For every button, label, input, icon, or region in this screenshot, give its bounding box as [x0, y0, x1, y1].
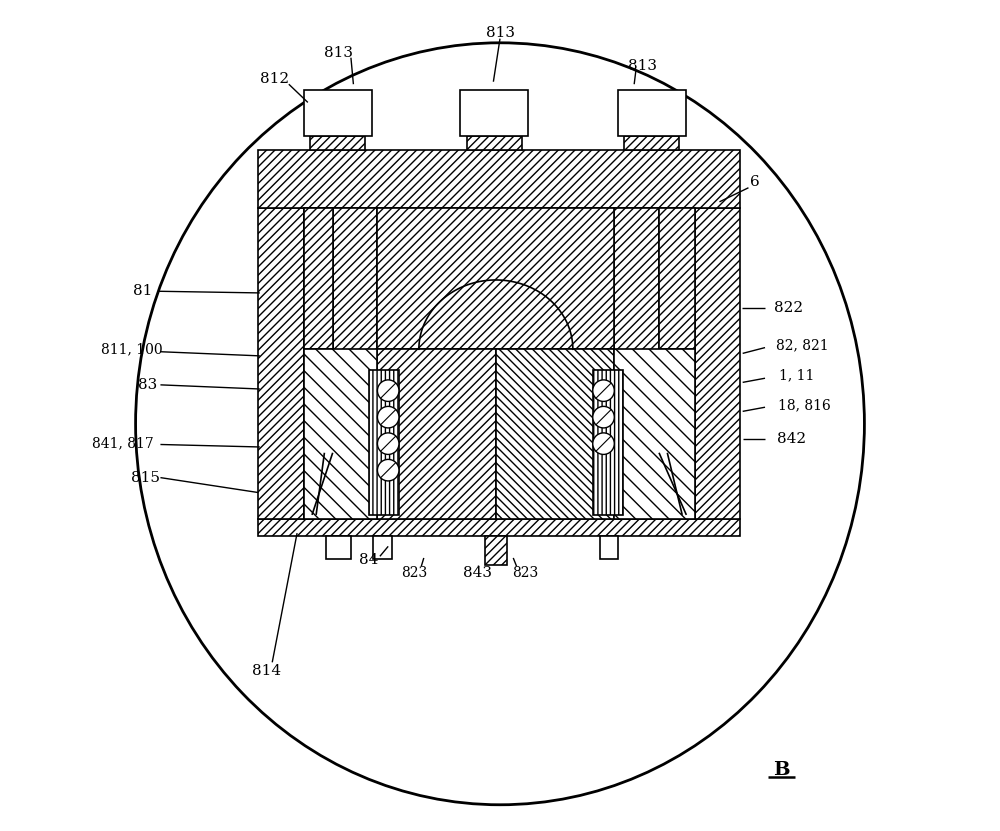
Bar	[618, 90, 686, 135]
Circle shape	[593, 406, 614, 428]
Bar	[659, 209, 695, 349]
Text: 822: 822	[774, 301, 803, 315]
Text: 6: 6	[750, 175, 760, 189]
Bar	[369, 370, 399, 515]
Text: B: B	[773, 761, 790, 779]
Bar	[593, 370, 623, 515]
Circle shape	[377, 433, 399, 455]
Bar	[496, 349, 614, 519]
Text: 843: 843	[463, 566, 492, 580]
Ellipse shape	[136, 43, 864, 804]
Text: 1, 11: 1, 11	[779, 369, 814, 383]
Text: 811, 100: 811, 100	[101, 342, 162, 356]
Text: 841, 817: 841, 817	[92, 435, 154, 450]
Text: 813: 813	[486, 26, 514, 40]
Bar	[467, 135, 522, 150]
Bar	[258, 209, 304, 519]
Circle shape	[377, 406, 399, 428]
Bar	[373, 536, 392, 558]
Bar	[258, 150, 740, 209]
Text: 815: 815	[131, 470, 160, 484]
Circle shape	[377, 460, 399, 481]
Text: 823: 823	[513, 566, 539, 580]
Text: 81: 81	[133, 284, 152, 298]
Bar	[333, 209, 377, 519]
Bar	[614, 209, 659, 519]
Text: 813: 813	[324, 46, 353, 60]
Bar	[485, 536, 507, 564]
Circle shape	[593, 433, 614, 455]
Text: 812: 812	[260, 72, 289, 86]
Bar	[624, 135, 679, 150]
Bar	[695, 209, 740, 519]
Bar	[304, 90, 372, 135]
Bar	[310, 135, 365, 150]
Text: 83: 83	[138, 378, 158, 392]
Bar	[304, 209, 333, 349]
Bar	[600, 536, 618, 558]
Bar	[377, 209, 614, 349]
Bar	[304, 349, 333, 519]
Text: 813: 813	[628, 59, 657, 73]
Bar	[377, 349, 496, 519]
Bar	[304, 349, 333, 519]
Text: 18, 816: 18, 816	[778, 399, 831, 412]
Polygon shape	[304, 349, 377, 519]
Text: 84: 84	[359, 553, 379, 568]
Polygon shape	[614, 349, 695, 519]
Text: 842: 842	[777, 431, 806, 445]
Circle shape	[377, 380, 399, 401]
Bar	[258, 519, 740, 536]
Bar	[659, 349, 695, 519]
Bar	[304, 209, 333, 349]
Text: 82, 821: 82, 821	[776, 338, 829, 352]
Circle shape	[593, 380, 614, 401]
Bar	[326, 536, 351, 558]
Bar	[460, 90, 528, 135]
Text: 823: 823	[402, 566, 428, 580]
Text: 814: 814	[252, 664, 281, 677]
